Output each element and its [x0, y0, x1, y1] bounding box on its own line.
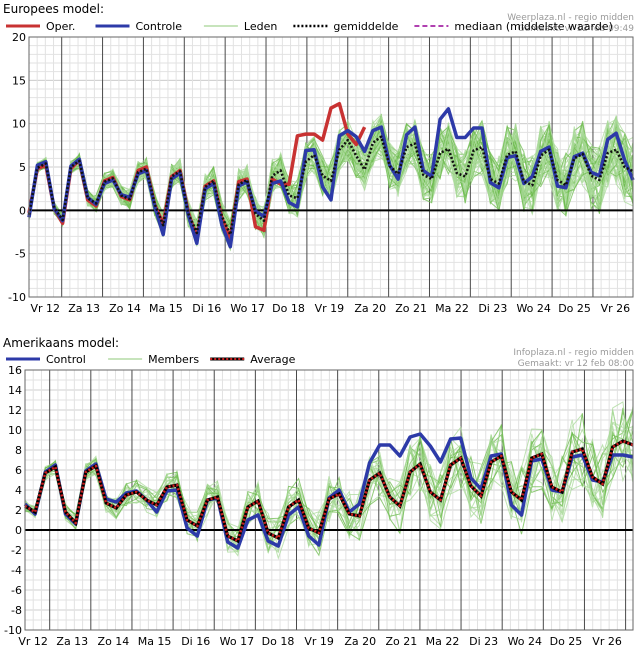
x-tick-label: Ma 15 — [149, 302, 183, 315]
x-tick-label: Wo 24 — [508, 635, 542, 648]
series-controle — [27, 107, 635, 249]
y-tick-label: 2 — [15, 504, 22, 517]
x-tick-label: Ma 22 — [435, 302, 469, 315]
x-tick-label: Vr 12 — [31, 302, 61, 315]
panel-title-europees: Europees model: — [3, 2, 105, 16]
y-tick-label: -2 — [11, 544, 22, 557]
chart-europees: Oper. Controle Leden gemiddelde mediaan (mid… — [6, 20, 635, 315]
y-tick-label: 0 — [15, 524, 22, 537]
x-tick-label: Do 18 — [262, 635, 295, 648]
x-tick-label: Zo 14 — [109, 302, 141, 315]
x-tick-label: Vr 26 — [601, 302, 631, 315]
y-tick-label: 10 — [12, 118, 26, 131]
legend: Oper. Controle Leden gemiddelde mediaan (mid… — [6, 20, 613, 33]
x-tick-label: Zo 14 — [98, 635, 130, 648]
member-line — [24, 409, 634, 557]
y-tick-label: 16 — [8, 364, 22, 377]
y-tick-label: -5 — [15, 248, 26, 261]
credit-europees: Weerplaza.nl - regio midden Gemaakt: vr … — [507, 13, 634, 35]
panel-title-amerikaans: Amerikaans model: — [3, 336, 120, 350]
x-tick-label: Do 25 — [550, 635, 583, 648]
legend-label: Controle — [136, 20, 183, 33]
y-tick-label: 6 — [15, 464, 22, 477]
x-tick-label: Zo 21 — [395, 302, 427, 315]
x-tick-label: Wo 17 — [230, 302, 264, 315]
x-tick-label: Vr 26 — [592, 635, 622, 648]
legend-label: Control — [46, 353, 86, 366]
legend-label: Average — [250, 353, 295, 366]
y-tick-label: -4 — [11, 564, 22, 577]
credit-generated: Gemaakt: vr 12 feb 09:49 — [517, 24, 634, 34]
plot-frame — [24, 369, 634, 631]
x-tick-label: Do 25 — [558, 302, 591, 315]
y-tick-label: 4 — [15, 484, 22, 497]
chart-amerikaans: Control Members Average -10 -8 -6 -4 -2 0 2 4 6 8 10 1… — [4, 353, 634, 648]
x-tick-label: Zo 21 — [386, 635, 418, 648]
y-tick-label: 12 — [8, 404, 22, 417]
x-tick-label: Wo 24 — [516, 302, 550, 315]
legend-label: Members — [148, 353, 199, 366]
plot-frame — [28, 36, 634, 298]
legend-label: Oper. — [46, 20, 75, 33]
member-line — [24, 410, 634, 554]
x-tick-label: Vr 19 — [315, 302, 345, 315]
y-tick-label: 10 — [8, 424, 22, 437]
y-tick-label: 15 — [12, 74, 26, 87]
y-tick-label: 0 — [19, 204, 26, 217]
x-tick-label: Di 23 — [469, 635, 498, 648]
member-line — [28, 122, 634, 247]
credit-amerikaans: Infoplaza.nl - regio midden Gemaakt: vr … — [513, 348, 634, 370]
member-line — [28, 124, 634, 232]
x-tick-label: Di 16 — [181, 635, 210, 648]
credit-generated: Gemaakt: vr 12 feb 08:00 — [517, 359, 634, 369]
x-tick-label: Za 13 — [56, 635, 88, 648]
y-tick-label: -8 — [11, 604, 22, 617]
x-tick-label: Za 20 — [354, 302, 386, 315]
credit-source: Weerplaza.nl - regio midden — [507, 13, 634, 23]
legend-label: Leden — [244, 20, 277, 33]
x-tick-label: Vr 19 — [304, 635, 334, 648]
x-tick-label: Ma 15 — [138, 635, 172, 648]
y-tick-label: 14 — [8, 384, 22, 397]
x-tick-label: Di 23 — [478, 302, 507, 315]
y-tick-label: 5 — [19, 161, 26, 174]
y-tick-label: 8 — [15, 444, 22, 457]
legend: Control Members Average — [6, 353, 296, 366]
series-gemiddelde — [27, 135, 634, 236]
x-tick-label: Vr 12 — [18, 635, 48, 648]
member-line — [24, 412, 634, 554]
x-tick-label: Za 20 — [344, 635, 376, 648]
y-tick-label: -10 — [4, 624, 22, 637]
y-tick-label: -10 — [8, 291, 26, 304]
x-tick-label: Za 13 — [68, 302, 100, 315]
x-tick-label: Ma 22 — [426, 635, 460, 648]
series-average — [24, 439, 634, 543]
y-tick-label: -6 — [11, 584, 22, 597]
x-tick-label: Di 16 — [192, 302, 221, 315]
x-tick-label: Wo 17 — [220, 635, 254, 648]
credit-source: Infoplaza.nl - regio midden — [513, 348, 634, 358]
legend-label: mediaan (middelste waarde) — [454, 20, 612, 33]
y-tick-label: 20 — [12, 31, 26, 44]
x-tick-label: Do 18 — [272, 302, 305, 315]
legend-label: gemiddelde — [333, 20, 398, 33]
